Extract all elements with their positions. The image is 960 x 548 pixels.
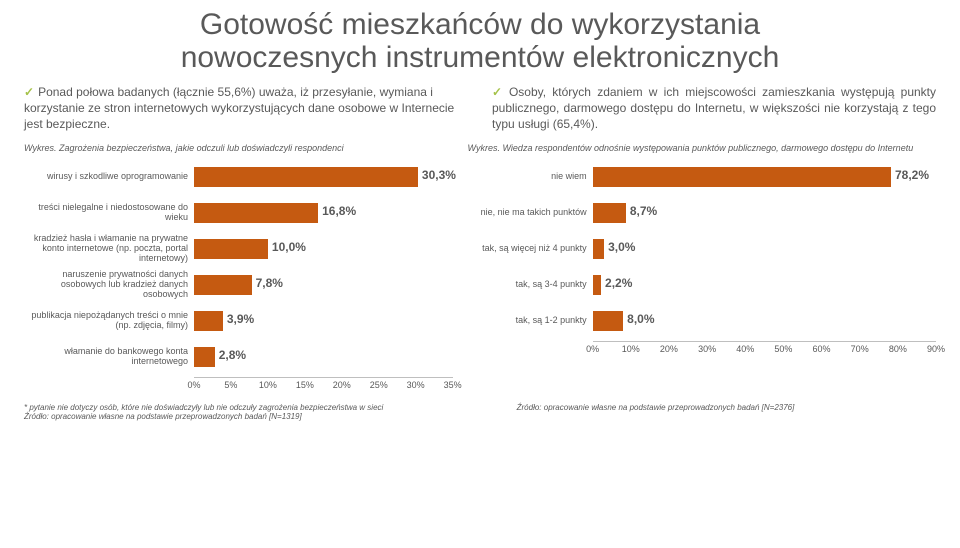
chart-caption-right: Wykres. Wiedza respondentów odnośnie wys… — [468, 143, 936, 153]
bar-value: 3,9% — [227, 312, 254, 326]
bar-label: nie, nie ma takich punktów — [473, 208, 593, 218]
bar — [593, 311, 624, 331]
bar — [194, 167, 418, 187]
axis-tick: 70% — [851, 344, 869, 354]
bar — [194, 275, 252, 295]
bar — [194, 239, 268, 259]
bar-area: 7,8% — [194, 275, 453, 295]
bar-value: 8,7% — [630, 204, 657, 218]
bar-area: 2,8% — [194, 347, 453, 367]
footnote-left-line1: * pytanie nie dotyczy osób, które nie do… — [24, 403, 383, 412]
bar-label: tak, są 3-4 punkty — [473, 280, 593, 290]
title-line-1: Gotowość mieszkańców do wykorzystania — [200, 8, 760, 41]
bar-label: kradzież hasła i włamanie na prywatne ko… — [24, 234, 194, 264]
bar-label: wirusy i szkodliwe oprogramowanie — [24, 172, 194, 182]
bar-value: 3,0% — [608, 240, 635, 254]
chart-row: kradzież hasła i włamanie na prywatne ko… — [24, 231, 453, 267]
chart-left: wirusy i szkodliwe oprogramowanie 30,3% tr… — [24, 159, 453, 391]
bar-value: 10,0% — [272, 240, 306, 254]
bar-area: 10,0% — [194, 239, 453, 259]
footnote-right: Źródło: opracowanie własne na podstawie … — [477, 403, 936, 421]
axis-tick: 10% — [622, 344, 640, 354]
axis-tick: 30% — [698, 344, 716, 354]
bar-value: 8,0% — [627, 312, 654, 326]
bar — [194, 347, 215, 367]
bar-area: 8,7% — [593, 203, 936, 223]
chart-row: włamanie do bankowego konta internetoweg… — [24, 339, 453, 375]
bullet-right-text: Osoby, których zdaniem w ich miejscowośc… — [492, 85, 936, 131]
slide-title: Gotowość mieszkańców do wykorzystania no… — [24, 8, 936, 74]
axis-tick: 80% — [889, 344, 907, 354]
bar — [194, 203, 318, 223]
title-line-2: nowoczesnych instrumentów elektronicznyc… — [181, 41, 780, 74]
axis-tick: 25% — [370, 380, 388, 390]
bar-value: 16,8% — [322, 204, 356, 218]
bar — [593, 239, 604, 259]
bullet-left-text: Ponad połowa badanych (łącznie 55,6%) uw… — [24, 85, 454, 131]
bar-value: 7,8% — [256, 276, 283, 290]
bar-value: 30,3% — [422, 168, 456, 182]
bar-label: nie wiem — [473, 172, 593, 182]
axis-tick: 50% — [774, 344, 792, 354]
axis-tick: 90% — [927, 344, 945, 354]
chart-row: nie, nie ma takich punktów 8,7% — [473, 195, 936, 231]
bar-label: publikacja niepożądanych treści o mnie (… — [24, 311, 194, 331]
chart-row: naruszenie prywatności danych osobowych … — [24, 267, 453, 303]
bar — [593, 275, 601, 295]
axis-tick: 60% — [813, 344, 831, 354]
chart-row: tak, są więcej niż 4 punkty 3,0% — [473, 231, 936, 267]
bar-area: 3,0% — [593, 239, 936, 259]
chart-row: tak, są 1-2 punkty 8,0% — [473, 303, 936, 339]
axis-tick: 0% — [187, 380, 200, 390]
bar-area: 3,9% — [194, 311, 453, 331]
axis-tick: 15% — [296, 380, 314, 390]
chart-row: publikacja niepożądanych treści o mnie (… — [24, 303, 453, 339]
footnote-left: * pytanie nie dotyczy osób, które nie do… — [24, 403, 453, 421]
bar-label: tak, są 1-2 punkty — [473, 316, 593, 326]
bar-label: włamanie do bankowego konta internetoweg… — [24, 347, 194, 367]
axis-tick: 20% — [660, 344, 678, 354]
bar-label: treści nielegalne i niedostosowane do wi… — [24, 203, 194, 223]
bar-area: 78,2% — [593, 167, 936, 187]
bar — [593, 167, 891, 187]
bar — [593, 203, 626, 223]
chart-row: nie wiem 78,2% — [473, 159, 936, 195]
chart-right: nie wiem 78,2% nie, nie ma takich punktów 8… — [473, 159, 936, 391]
chart-caption-left: Wykres. Zagrożenia bezpieczeństwa, jakie… — [24, 143, 444, 153]
bar — [194, 311, 223, 331]
bar-value: 78,2% — [895, 168, 929, 182]
bar-value: 2,2% — [605, 276, 632, 290]
axis-tick: 10% — [259, 380, 277, 390]
axis-tick: 5% — [224, 380, 237, 390]
chart-row: tak, są 3-4 punkty 2,2% — [473, 267, 936, 303]
bar-label: naruszenie prywatności danych osobowych … — [24, 270, 194, 300]
axis-tick: 35% — [444, 380, 462, 390]
bar-label: tak, są więcej niż 4 punkty — [473, 244, 593, 254]
chart-row: treści nielegalne i niedostosowane do wi… — [24, 195, 453, 231]
check-icon: ✓ — [492, 85, 505, 99]
bar-area: 2,2% — [593, 275, 936, 295]
axis-tick: 40% — [736, 344, 754, 354]
axis-tick: 0% — [586, 344, 599, 354]
bar-area: 30,3% — [194, 167, 453, 187]
check-icon: ✓ — [24, 85, 34, 99]
bar-value: 2,8% — [219, 348, 246, 362]
bar-area: 8,0% — [593, 311, 936, 331]
bullet-row: ✓Ponad połowa badanych (łącznie 55,6%) u… — [24, 84, 936, 133]
bar-area: 16,8% — [194, 203, 453, 223]
axis-tick: 20% — [333, 380, 351, 390]
bullet-left: ✓Ponad połowa badanych (łącznie 55,6%) u… — [24, 84, 468, 133]
bullet-right: ✓Osoby, których zdaniem w ich miejscowoś… — [492, 84, 936, 133]
axis-tick: 30% — [407, 380, 425, 390]
chart-row: wirusy i szkodliwe oprogramowanie 30,3% — [24, 159, 453, 195]
footnote-left-line2: Źródło: opracowanie własne na podstawie … — [24, 412, 302, 421]
